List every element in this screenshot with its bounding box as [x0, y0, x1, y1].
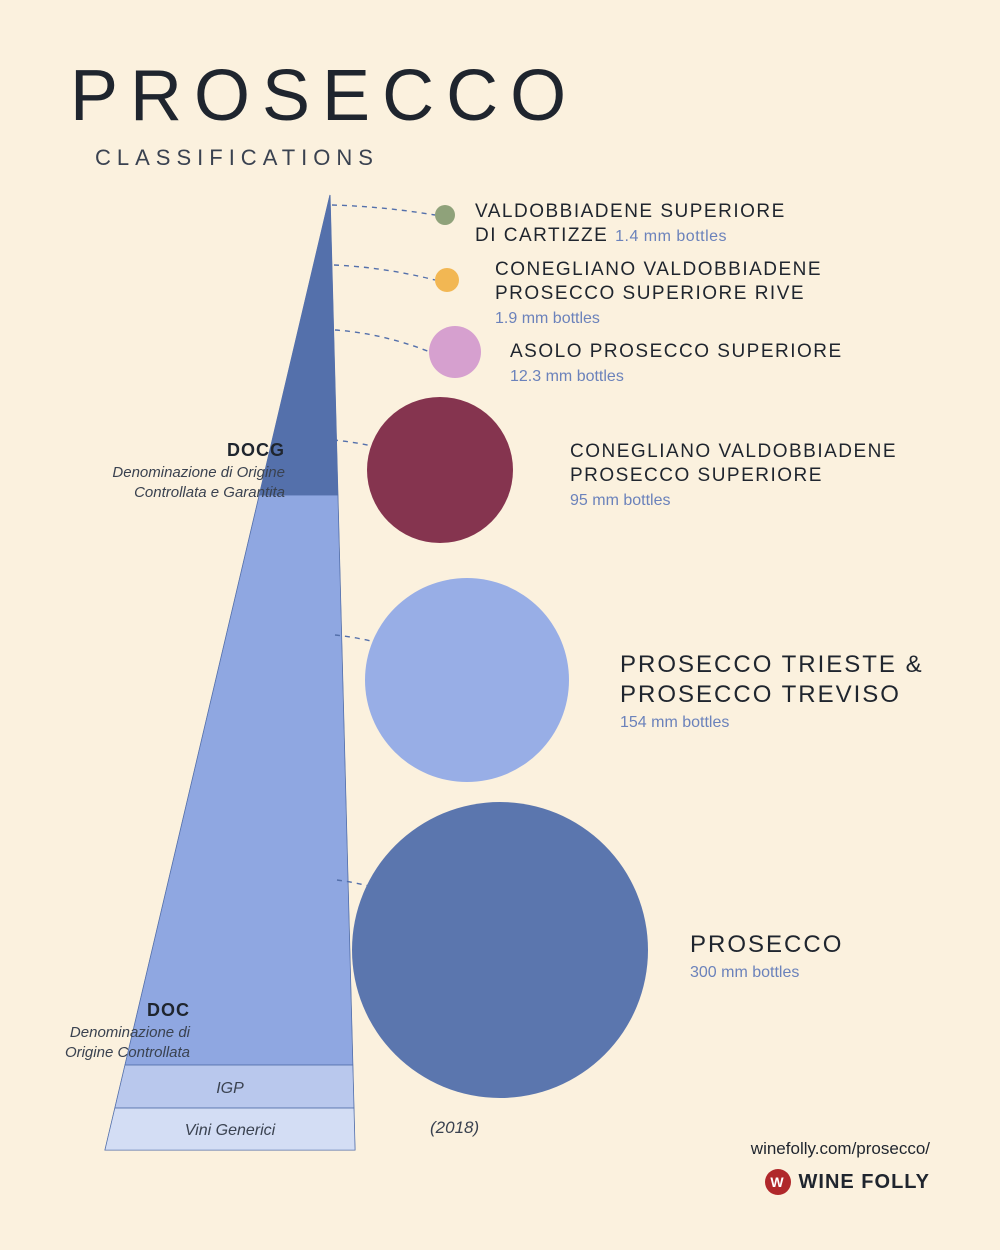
bubble-title: PROSECCO TRIESTE &PROSECCO TREVISO [620, 650, 924, 710]
classification-desc: Denominazione di OrigineControllata e Ga… [65, 463, 285, 502]
brand-text: WINE FOLLY [799, 1171, 930, 1194]
classification-desc: Denominazione diOrigine Controllata [0, 1023, 190, 1062]
tier-base-label: Vini Generici [130, 1122, 330, 1140]
brand-icon: W [765, 1169, 791, 1195]
bubble-label: VALDOBBIADENE SUPERIOREDI CARTIZZE 1.4 m… [475, 200, 786, 248]
year-note: (2018) [430, 1118, 479, 1138]
footer-url: winefolly.com/prosecco/ [751, 1139, 930, 1159]
bubble-sub: 95 mm bottles [570, 492, 897, 510]
diagram-svg [0, 0, 1000, 1250]
bubble-label: CONEGLIANO VALDOBBIADENEPROSECCO SUPERIO… [570, 440, 897, 510]
bubble-sub: 1.9 mm bottles [495, 310, 822, 328]
bubble-title: VALDOBBIADENE SUPERIOREDI CARTIZZE 1.4 m… [475, 200, 786, 248]
bubble-label: CONEGLIANO VALDOBBIADENEPROSECCO SUPERIO… [495, 258, 822, 328]
bubble-sub: 154 mm bottles [620, 714, 924, 732]
bubble-label: PROSECCO 300 mm bottles [690, 930, 843, 982]
classification-label: DOCDenominazione diOrigine Controllata [0, 1000, 190, 1062]
bubble-label: PROSECCO TRIESTE &PROSECCO TREVISO 154 mm… [620, 650, 924, 732]
bubble-sub: 12.3 mm bottles [510, 368, 843, 386]
bubble-title: ASOLO PROSECCO SUPERIORE [510, 340, 843, 364]
classification-label: DOCGDenominazione di OrigineControllata … [65, 440, 285, 502]
bubble-label: ASOLO PROSECCO SUPERIORE 12.3 mm bottles [510, 340, 843, 386]
bubble-title: CONEGLIANO VALDOBBIADENEPROSECCO SUPERIO… [495, 258, 822, 306]
bubble-sub: 300 mm bottles [690, 964, 843, 982]
bubble-title: PROSECCO [690, 930, 843, 960]
footer: winefolly.com/prosecco/ W WINE FOLLY [751, 1139, 930, 1195]
bubble-title: CONEGLIANO VALDOBBIADENEPROSECCO SUPERIO… [570, 440, 897, 488]
tier-base-label: IGP [130, 1080, 330, 1098]
classification-title: DOCG [65, 440, 285, 461]
footer-brand: W WINE FOLLY [751, 1169, 930, 1195]
classification-title: DOC [0, 1000, 190, 1021]
